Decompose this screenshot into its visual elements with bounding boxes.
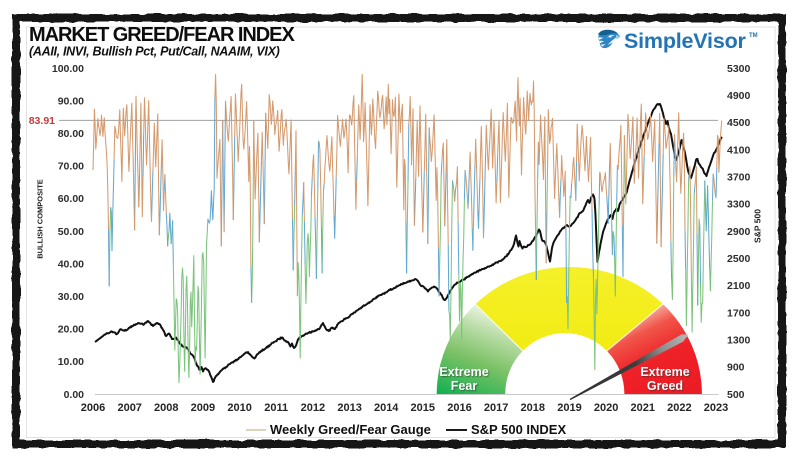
- svg-text:2009: 2009: [191, 402, 215, 414]
- svg-text:2007: 2007: [117, 402, 141, 414]
- svg-text:4500: 4500: [727, 117, 751, 129]
- svg-text:10.00: 10.00: [58, 356, 84, 368]
- svg-text:2021: 2021: [631, 402, 655, 414]
- svg-text:83.91: 83.91: [29, 115, 55, 127]
- svg-text:TM: TM: [749, 33, 758, 39]
- svg-text:40.00: 40.00: [58, 258, 84, 270]
- svg-text:900: 900: [727, 362, 745, 374]
- svg-text:2011: 2011: [264, 402, 288, 414]
- svg-text:Fear: Fear: [451, 379, 478, 393]
- svg-text:90.00: 90.00: [58, 95, 84, 107]
- svg-text:Greed: Greed: [647, 379, 683, 393]
- svg-text:Weekly Greed/Fear Gauge: Weekly Greed/Fear Gauge: [270, 422, 431, 437]
- svg-text:2017: 2017: [484, 402, 508, 414]
- svg-text:2900: 2900: [727, 226, 751, 238]
- svg-text:2019: 2019: [557, 402, 581, 414]
- svg-text:2013: 2013: [337, 402, 361, 414]
- svg-text:2022: 2022: [667, 402, 691, 414]
- svg-text:SimpleVisor: SimpleVisor: [624, 29, 747, 53]
- svg-text:2008: 2008: [154, 402, 178, 414]
- svg-text:1300: 1300: [727, 335, 751, 347]
- svg-text:Extreme: Extreme: [439, 365, 488, 379]
- svg-text:2016: 2016: [447, 402, 471, 414]
- svg-text:500: 500: [727, 389, 745, 401]
- svg-text:2010: 2010: [227, 402, 251, 414]
- svg-text:2500: 2500: [727, 253, 751, 265]
- svg-text:70.00: 70.00: [58, 161, 84, 173]
- svg-text:100.00: 100.00: [52, 63, 84, 75]
- svg-text:2020: 2020: [594, 402, 618, 414]
- svg-text:0.00: 0.00: [64, 389, 85, 401]
- svg-text:2014: 2014: [374, 402, 399, 414]
- svg-text:BULLISH COMPOSITE: BULLISH COMPOSITE: [36, 179, 45, 259]
- svg-text:2015: 2015: [411, 402, 435, 414]
- svg-text:4900: 4900: [727, 90, 751, 102]
- svg-text:3700: 3700: [727, 172, 751, 184]
- svg-text:S&P 500: S&P 500: [753, 209, 763, 243]
- svg-text:1700: 1700: [727, 307, 751, 319]
- svg-text:2100: 2100: [727, 280, 751, 292]
- svg-text:3300: 3300: [727, 199, 751, 211]
- svg-text:80.00: 80.00: [58, 128, 84, 140]
- svg-text:2012: 2012: [301, 402, 325, 414]
- svg-text:30.00: 30.00: [58, 291, 84, 303]
- svg-text:2018: 2018: [521, 402, 545, 414]
- svg-text:Extreme: Extreme: [640, 365, 689, 379]
- svg-text:2023: 2023: [704, 402, 728, 414]
- svg-text:(AAII, INVI, Bullish Pct, Put/: (AAII, INVI, Bullish Pct, Put/Call, NAAI…: [29, 45, 280, 59]
- svg-text:60.00: 60.00: [58, 193, 84, 205]
- svg-text:5300: 5300: [727, 63, 751, 75]
- svg-text:20.00: 20.00: [58, 324, 84, 336]
- svg-text:4100: 4100: [727, 144, 751, 156]
- svg-text:S&P 500 INDEX: S&P 500 INDEX: [471, 422, 566, 437]
- svg-text:MARKET GREED/FEAR INDEX: MARKET GREED/FEAR INDEX: [29, 24, 295, 46]
- svg-text:50.00: 50.00: [58, 226, 84, 238]
- svg-text:2006: 2006: [81, 402, 105, 414]
